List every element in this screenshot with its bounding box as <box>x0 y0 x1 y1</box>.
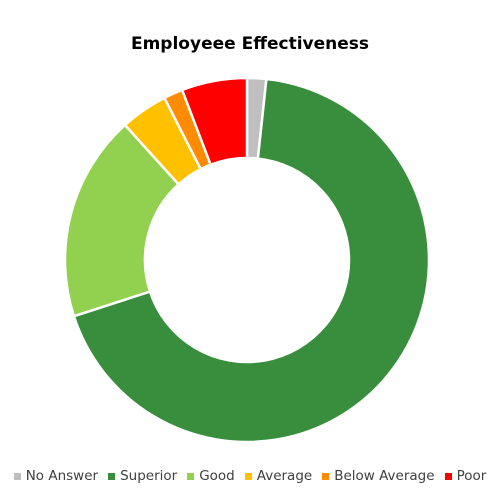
legend-label-average: Average <box>256 468 313 484</box>
legend-label-below-average: Below Average <box>334 468 435 484</box>
legend-item-superior: Superior <box>108 468 177 484</box>
legend-label-poor: Poor <box>456 468 487 484</box>
legend: No Answer Superior Good Average Below Averag… <box>0 468 500 484</box>
legend-swatch-superior <box>108 472 116 480</box>
legend-label-superior: Superior <box>120 468 178 484</box>
legend-item-no-answer: No Answer <box>13 468 99 484</box>
slice-poor <box>180 76 249 166</box>
slice-superior <box>72 77 431 444</box>
legend-swatch-poor <box>444 472 452 480</box>
legend-item-poor: Poor <box>444 468 487 484</box>
legend-swatch-no-answer <box>13 472 21 480</box>
chart-title: Employeee Effectiveness <box>130 34 370 54</box>
legend-label-no-answer: No Answer <box>25 468 99 484</box>
legend-swatch-average <box>244 472 252 480</box>
legend-item-good: Good <box>187 468 235 484</box>
legend-swatch-below-average <box>322 472 330 480</box>
legend-item-below-average: Below Average <box>322 468 435 484</box>
legend-swatch-good <box>187 472 195 480</box>
slice-good <box>63 123 180 318</box>
legend-label-good: Good <box>199 468 235 484</box>
legend-item-average: Average <box>244 468 313 484</box>
